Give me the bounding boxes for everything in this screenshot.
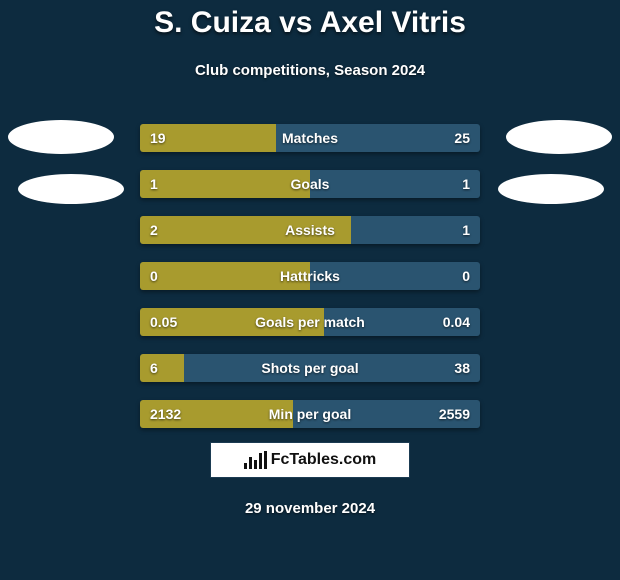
- stat-label: Goals per match: [140, 308, 480, 336]
- stat-row: 21322559Min per goal: [140, 400, 480, 428]
- player-right-flag: [498, 174, 604, 204]
- page-title: S. Cuiza vs Axel Vitris: [0, 6, 620, 40]
- player-left-avatar: [8, 120, 114, 154]
- stat-row: 1925Matches: [140, 124, 480, 152]
- stat-label: Hattricks: [140, 262, 480, 290]
- stat-label: Min per goal: [140, 400, 480, 428]
- stat-row: 11Goals: [140, 170, 480, 198]
- stat-row: 21Assists: [140, 216, 480, 244]
- stat-label: Matches: [140, 124, 480, 152]
- comparison-bars: 1925Matches 11Goals 21Assists 00Hattricks 0.…: [140, 124, 480, 446]
- stat-row: 00Hattricks: [140, 262, 480, 290]
- brand-logo: FcTables.com: [210, 442, 410, 478]
- brand-text: FcTables.com: [271, 451, 377, 469]
- stat-label: Assists: [140, 216, 480, 244]
- stat-label: Shots per goal: [140, 354, 480, 382]
- player-right-avatar: [506, 120, 612, 154]
- chart-icon: [244, 451, 267, 469]
- date-text: 29 november 2024: [0, 500, 620, 517]
- player-left-flag: [18, 174, 124, 204]
- stat-label: Goals: [140, 170, 480, 198]
- stat-row: 638Shots per goal: [140, 354, 480, 382]
- stat-row: 0.050.04Goals per match: [140, 308, 480, 336]
- page-subtitle: Club competitions, Season 2024: [0, 62, 620, 79]
